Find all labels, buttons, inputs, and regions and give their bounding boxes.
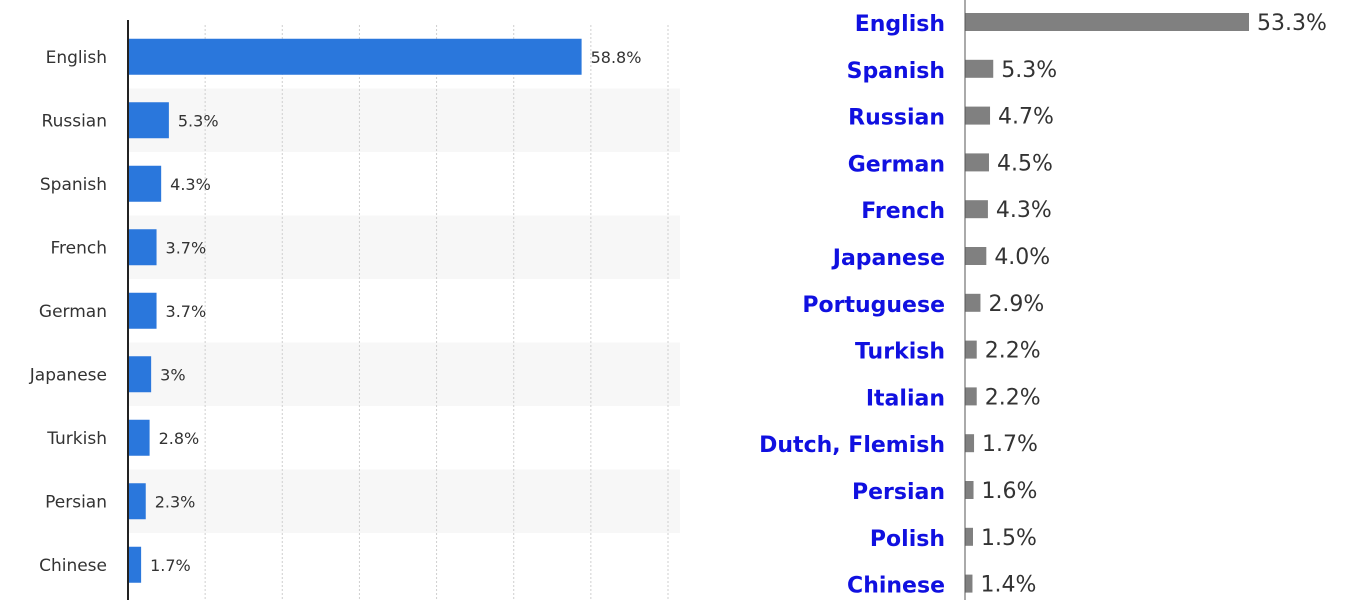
- row-stripe-russian: [128, 88, 680, 152]
- category-label-portuguese: Portuguese: [802, 293, 945, 318]
- bar-french: [965, 200, 988, 219]
- value-label-english: 53.3%: [1257, 11, 1327, 36]
- bar-dutch-flemish: [965, 434, 975, 453]
- bar-french: [128, 229, 157, 266]
- value-label-french: 4.3%: [996, 198, 1052, 223]
- bar-chinese: [128, 546, 142, 583]
- right-bar-chart: English 53.3% Spanish 5.3% Russian 4.7% German…: [759, 0, 1327, 600]
- bar-persian: [128, 483, 146, 520]
- value-label-chinese: 1.7%: [150, 556, 191, 575]
- category-label-turkish: Turkish: [46, 429, 107, 449]
- category-label-italian: Italian: [866, 386, 945, 411]
- bar-japanese: [128, 356, 152, 393]
- value-label-french: 3.7%: [166, 238, 207, 257]
- value-label-japanese: 4.0%: [994, 245, 1050, 270]
- left-chart-panel: English 58.8% Russian 5.3% Spanish 4.3% French…: [28, 20, 680, 600]
- category-label-spanish: Spanish: [847, 59, 945, 84]
- category-label-spanish: Spanish: [40, 175, 107, 195]
- bar-english: [128, 38, 582, 75]
- category-label-english: English: [46, 48, 107, 68]
- row-stripe-japanese: [128, 342, 680, 406]
- value-label-turkish: 2.8%: [159, 429, 200, 448]
- category-label-persian: Persian: [852, 480, 945, 505]
- category-label-turkish: Turkish: [855, 340, 945, 365]
- value-label-russian: 5.3%: [178, 111, 219, 130]
- right-chart-panel: English 53.3% Spanish 5.3% Russian 4.7% German…: [688, 0, 1350, 600]
- value-label-persian: 1.6%: [982, 479, 1038, 504]
- bar-german: [965, 153, 989, 172]
- bar-spanish: [128, 165, 162, 202]
- bar-polish: [965, 527, 973, 546]
- value-label-german: 4.5%: [997, 151, 1053, 176]
- bar-japanese: [965, 247, 987, 265]
- bar-spanish: [965, 59, 994, 78]
- row-stripe-french: [128, 215, 680, 279]
- bar-russian: [965, 106, 991, 125]
- category-label-japanese: Japanese: [29, 365, 107, 385]
- bar-russian: [128, 102, 169, 139]
- category-label-french: French: [50, 238, 107, 258]
- bar-turkish: [128, 419, 150, 456]
- category-label-japanese: Japanese: [831, 246, 945, 271]
- category-label-chinese: Chinese: [39, 556, 107, 576]
- category-label-polish: Polish: [870, 527, 945, 552]
- category-label-russian: Russian: [42, 111, 107, 131]
- category-label-french: French: [861, 199, 945, 224]
- bar-italian: [965, 387, 977, 406]
- value-label-polish: 1.5%: [981, 526, 1037, 551]
- row-stripe-persian: [128, 469, 680, 533]
- value-label-chinese: 1.4%: [980, 573, 1036, 598]
- value-label-spanish: 5.3%: [1001, 58, 1057, 83]
- category-label-persian: Persian: [45, 492, 107, 512]
- category-label-russian: Russian: [848, 106, 945, 131]
- category-label-chinese: Chinese: [847, 574, 945, 599]
- value-label-italian: 2.2%: [985, 385, 1041, 410]
- category-label-dutch-flemish: Dutch, Flemish: [759, 433, 945, 458]
- bar-german: [128, 292, 157, 329]
- bar-turkish: [965, 340, 977, 359]
- bar-english: [965, 13, 1249, 31]
- bar-portuguese: [965, 293, 981, 312]
- bar-persian: [965, 481, 974, 499]
- value-label-english: 58.8%: [591, 48, 642, 67]
- value-label-japanese: 3%: [160, 365, 185, 384]
- category-label-german: German: [848, 152, 945, 177]
- category-label-german: German: [39, 302, 107, 322]
- value-label-persian: 2.3%: [155, 492, 196, 511]
- value-label-dutch-flemish: 1.7%: [982, 432, 1038, 457]
- value-label-russian: 4.7%: [998, 105, 1054, 130]
- category-label-english: English: [855, 12, 945, 37]
- value-label-portuguese: 2.9%: [988, 292, 1044, 317]
- value-label-german: 3.7%: [166, 302, 207, 321]
- bar-chinese: [965, 574, 973, 593]
- left-bar-chart: English 58.8% Russian 5.3% Spanish 4.3% French…: [28, 20, 680, 600]
- value-label-spanish: 4.3%: [170, 175, 211, 194]
- value-label-turkish: 2.2%: [985, 339, 1041, 364]
